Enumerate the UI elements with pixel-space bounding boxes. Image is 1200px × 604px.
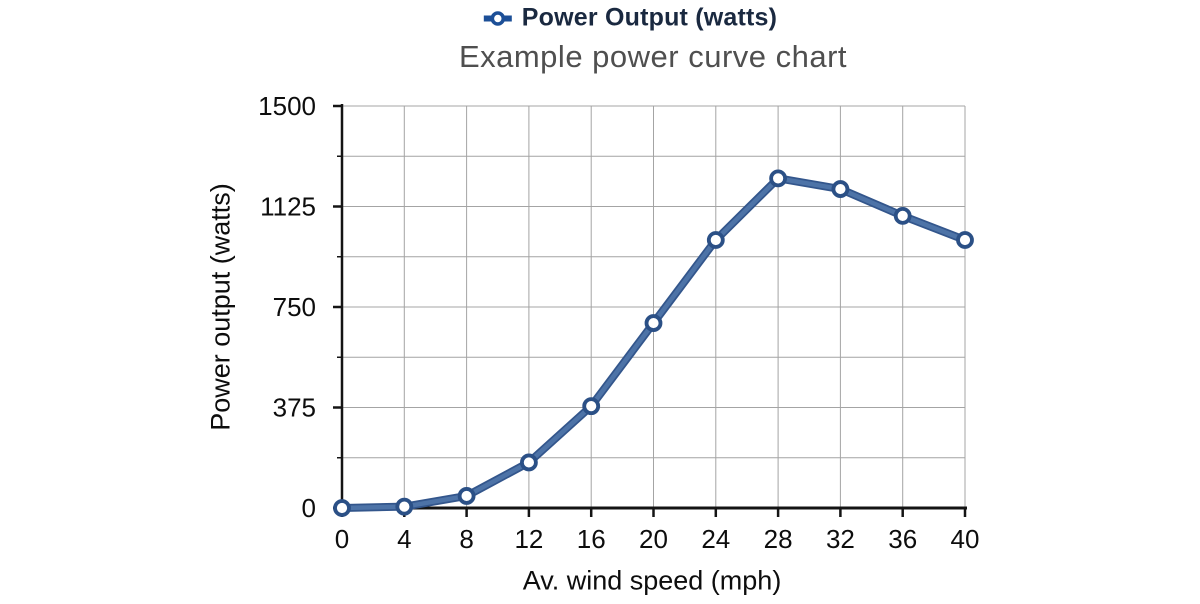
y-tick-label: 375 [273,393,316,423]
chart-legend: Power Output (watts) [483,4,777,33]
y-axis-title: Power output (watts) [205,183,236,431]
data-point-marker [582,397,601,416]
data-point-marker [893,206,912,225]
x-tick-label: 12 [514,524,543,554]
x-tick-label: 20 [639,524,668,554]
x-tick-label: 40 [951,524,980,554]
data-point-marker [831,180,850,198]
x-tick-label: 8 [459,524,473,554]
data-point-marker [956,231,974,249]
y-tick-label: 1500 [258,91,316,121]
data-point-marker [769,169,787,188]
y-tick-label: 0 [302,493,316,523]
x-tick-label: 0 [335,524,349,554]
x-tick-label: 32 [826,524,855,554]
x-tick-label: 24 [701,524,730,554]
x-tick-label: 4 [397,524,411,554]
data-point-marker [333,499,351,517]
data-point-marker [395,497,414,516]
legend-series-label: Power Output (watts) [521,3,778,32]
chart-title: Example power curve chart [458,39,848,74]
x-tick-label: 16 [577,524,606,554]
data-point-marker [706,231,725,249]
data-point-marker [644,314,663,332]
y-tick-label: 750 [273,292,316,322]
x-tick-label: 36 [888,524,917,554]
data-point-marker [457,487,476,505]
data-point-marker [520,453,538,472]
x-tick-label: 28 [764,524,793,554]
x-axis-title: Av. wind speed (mph) [522,565,782,596]
y-tick-label: 1125 [260,192,316,222]
legend-series-marker-icon [483,10,512,26]
